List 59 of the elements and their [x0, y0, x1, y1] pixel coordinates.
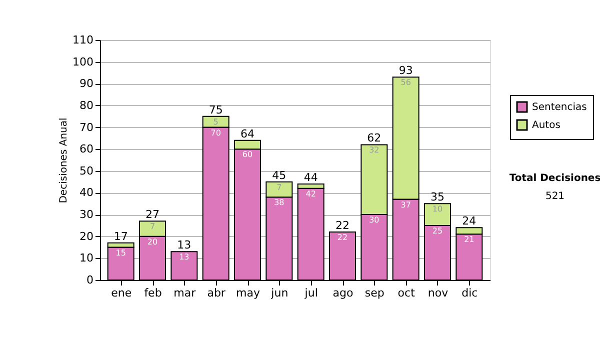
x-tick-label: may: [236, 286, 260, 300]
y-tick-label: 110: [72, 34, 94, 46]
y-tick-label: 0: [86, 274, 94, 286]
x-tick-label: feb: [144, 286, 162, 300]
x-tick-label: mar: [174, 286, 196, 300]
x-tick-label: ago: [332, 286, 354, 300]
y-tick-label: 30: [80, 208, 94, 222]
y-tick-label: 80: [80, 98, 94, 112]
data-label: 5: [213, 117, 218, 126]
y-axis-title: Decisiones Anual: [58, 118, 70, 204]
data-label: 60: [242, 150, 253, 160]
text: Total Decisiones: [509, 173, 600, 184]
y-tick-label: 100: [72, 55, 94, 68]
x-tick-label: dic: [462, 286, 478, 300]
y-tick-label: 40: [80, 186, 94, 200]
total-label: 62: [367, 132, 382, 145]
x-tick-label: abr: [207, 286, 226, 300]
y-tick-label: 90: [80, 77, 94, 90]
x-tick-label: ene: [111, 286, 132, 300]
y-tick-label: 20: [80, 230, 94, 243]
total-label: 64: [240, 127, 254, 140]
data-label: 42: [306, 189, 316, 198]
total-label: 45: [272, 168, 286, 182]
text: 521: [545, 191, 565, 202]
total-label: 27: [146, 208, 160, 222]
data-label: 21: [464, 235, 474, 244]
total-label: 22: [336, 219, 350, 232]
y-tick-label: 50: [80, 164, 94, 178]
y-tick-label: 70: [80, 120, 94, 134]
y-tick-label: 60: [80, 142, 94, 156]
data-label: 32: [369, 146, 380, 155]
data-label: 22: [337, 233, 348, 242]
data-label: 15: [116, 248, 126, 258]
total-label: 17: [114, 230, 128, 243]
x-tick-label: sep: [364, 286, 384, 300]
x-tick-label: jun: [270, 286, 288, 300]
x-tick-label: jul: [304, 286, 318, 300]
data-label: 13: [179, 252, 190, 262]
legend-label: Autos: [532, 120, 560, 131]
x-tick-label: oct: [398, 286, 416, 300]
data-label: 70: [210, 128, 221, 138]
data-label: 25: [432, 226, 443, 236]
legend-label: Sentencias: [532, 102, 587, 113]
total-label: 13: [177, 238, 192, 252]
total-label: 75: [208, 103, 223, 116]
data-label: 37: [400, 200, 411, 210]
data-label: 7: [150, 222, 156, 232]
data-label: 38: [274, 198, 284, 208]
total-label: 35: [430, 190, 444, 204]
data-label: 56: [400, 78, 411, 88]
y-tick-label: 10: [80, 252, 94, 265]
data-label: 10: [432, 204, 443, 214]
total-label: 44: [304, 171, 318, 184]
data-label: 20: [147, 237, 158, 246]
total-label: 93: [398, 64, 413, 78]
data-label: 7: [276, 182, 282, 192]
total-label: 24: [462, 214, 476, 228]
data-label: 30: [369, 216, 380, 225]
x-tick-label: nov: [428, 286, 449, 300]
